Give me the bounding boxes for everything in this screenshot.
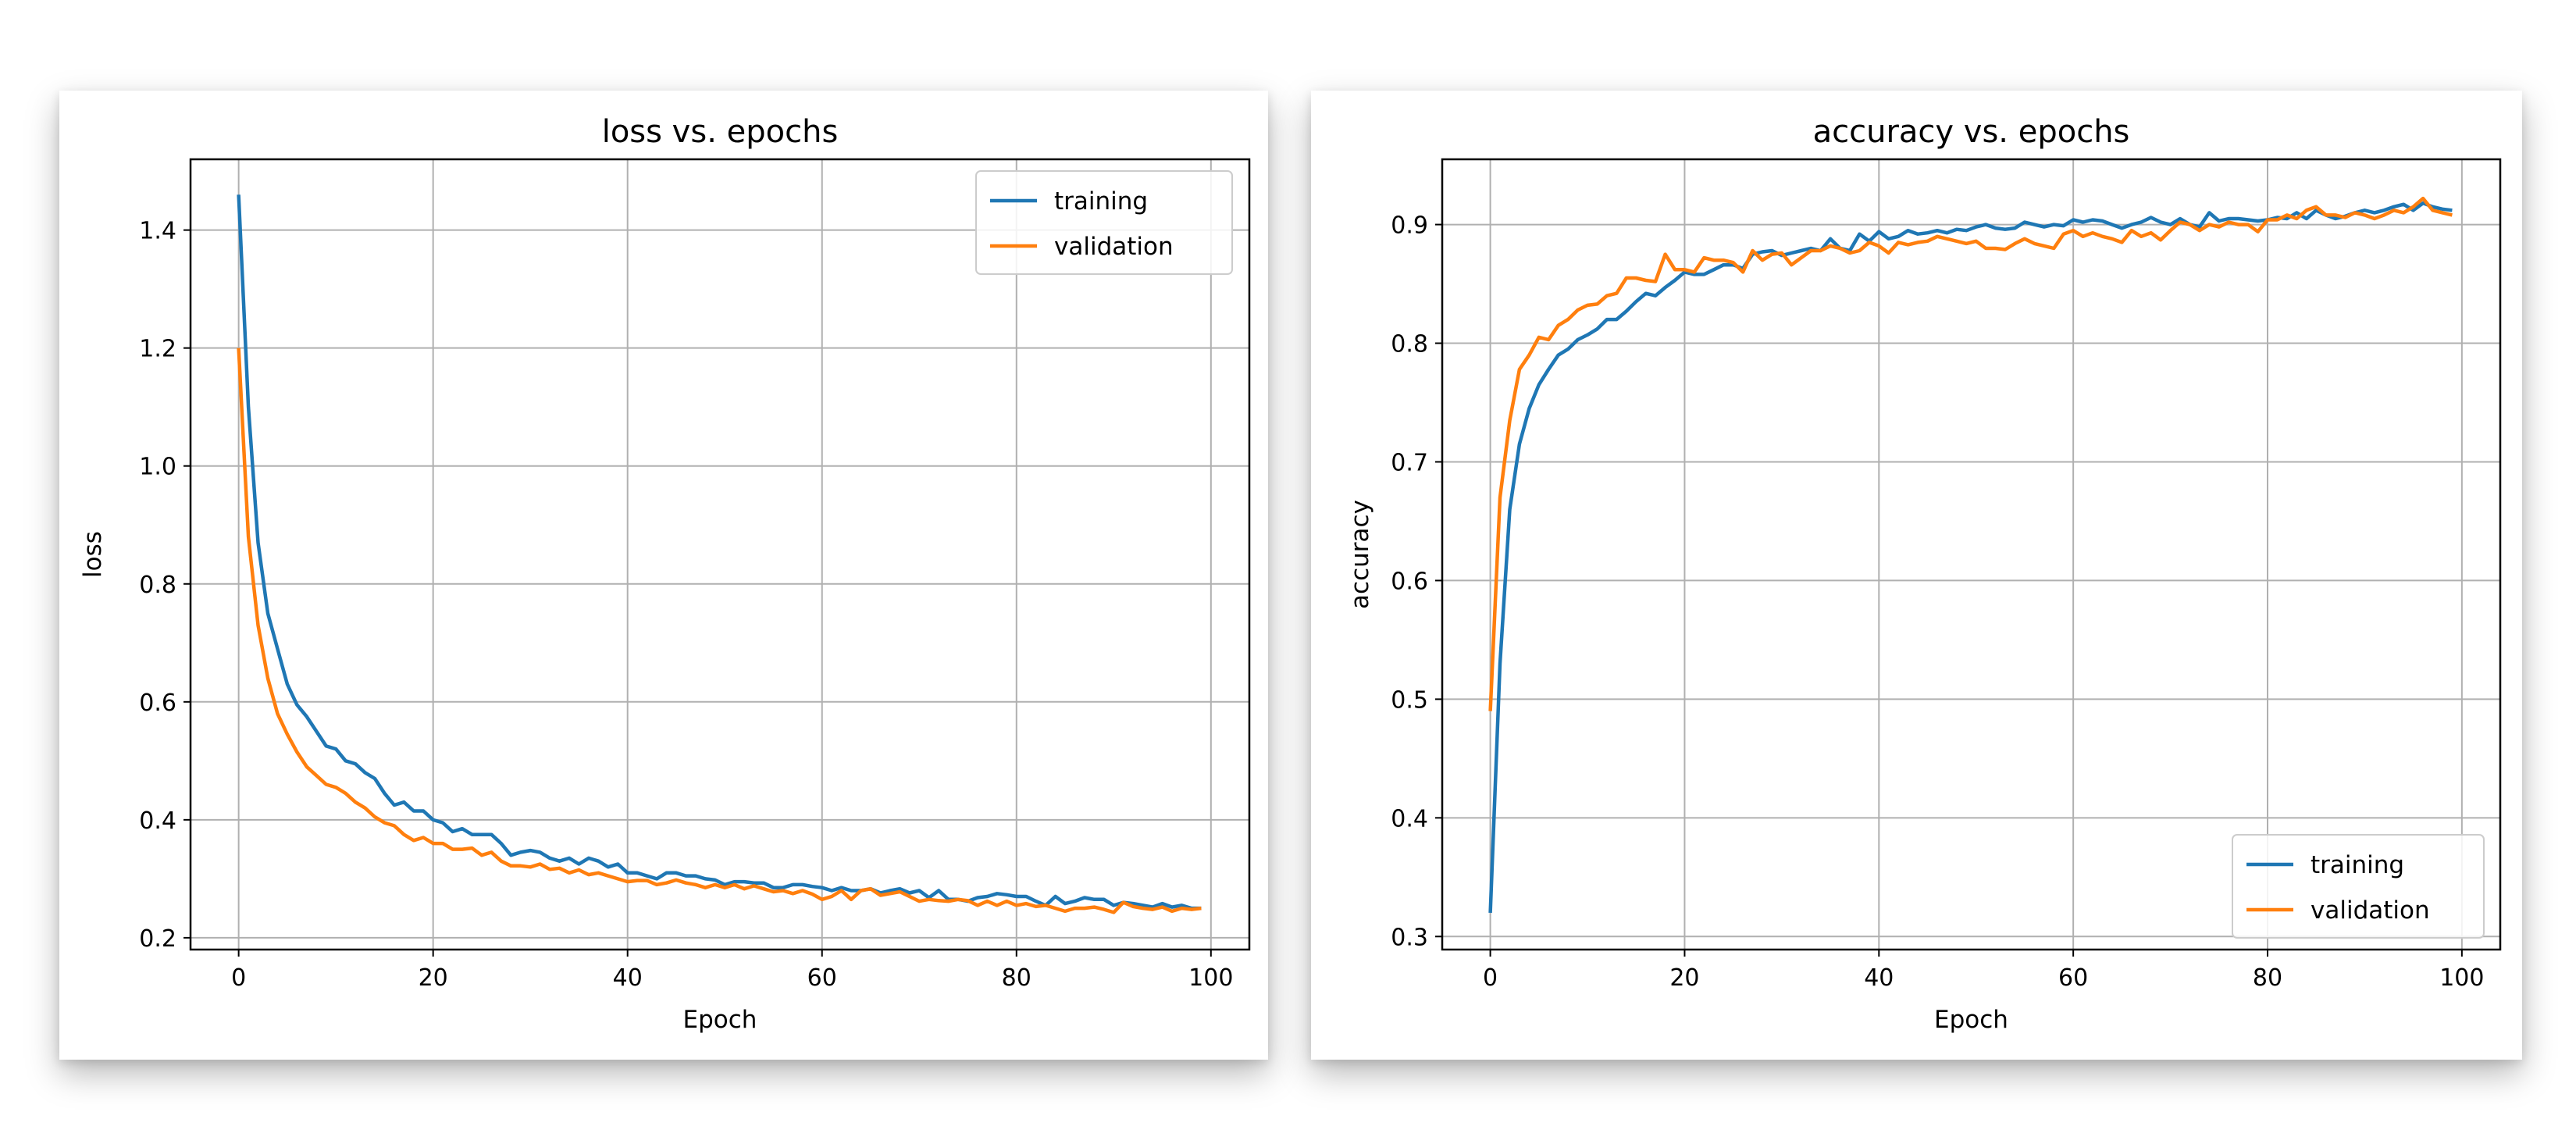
x-axis-label: Epoch [1934,1006,2008,1034]
axes-frame [189,158,1251,951]
x-tick-label: 20 [419,964,448,992]
x-tick-label: 60 [807,964,837,992]
series-line-validation [237,347,1202,914]
x-axis-label: Epoch [683,1006,757,1034]
y-axis-label: loss [79,531,107,578]
y-tick-label: 0.2 [139,925,176,953]
y-tick-label: 0.7 [1391,449,1428,476]
x-tick-label: 40 [1864,964,1894,992]
legend-box [2232,834,2485,939]
x-tick-label: 100 [1188,964,1233,992]
legend: training validation [975,170,1233,275]
x-tick-label: 0 [231,964,246,992]
y-tick-label: 0.4 [139,807,176,835]
legend: training validation [2232,834,2485,939]
series-line-training [1488,201,2453,913]
series-line-training [237,194,1202,911]
legend-label: validation [1054,233,1174,261]
legend-label: training [1054,187,1148,216]
axes-frame [1441,158,2502,951]
chart-title: loss vs. epochs [602,114,839,150]
series-line-validation [1488,196,2453,711]
y-tick-label: 0.6 [139,690,176,717]
y-tick-label: 0.9 [1391,212,1428,240]
x-tick-label: 80 [1002,964,1031,992]
accuracy-chart: 0 20 40 60 80 100 0.3 0.4 0.5 0.6 0.7 0.8 0.9 accurac… [1346,114,2502,1034]
y-tick-label: 0.8 [1391,331,1428,358]
y-tick-label: 1.4 [139,218,176,245]
x-tick-label: 0 [1483,964,1498,992]
x-tick-label: 80 [2253,964,2282,992]
legend-label: validation [2311,896,2430,925]
x-tick-label: 100 [2439,964,2484,992]
loss-chart: 0 20 40 60 80 100 0.2 0.4 0.6 0.8 1.0 1.2 1.4 loss vs… [79,114,1251,1034]
y-axis-label: accuracy [1346,500,1374,609]
chart-title: accuracy vs. epochs [1813,114,2130,150]
y-tick-label: 0.6 [1391,568,1428,595]
x-tick-label: 40 [613,964,643,992]
y-tick-label: 1.2 [139,336,176,363]
legend-label: training [2311,851,2404,879]
y-tick-label: 0.8 [139,572,176,599]
x-tick-label: 60 [2058,964,2088,992]
legend-box [975,170,1233,275]
y-tick-label: 1.0 [139,454,176,481]
x-tick-label: 20 [1669,964,1699,992]
y-tick-label: 0.4 [1391,805,1428,832]
y-tick-label: 0.3 [1391,924,1428,951]
y-tick-label: 0.5 [1391,686,1428,714]
